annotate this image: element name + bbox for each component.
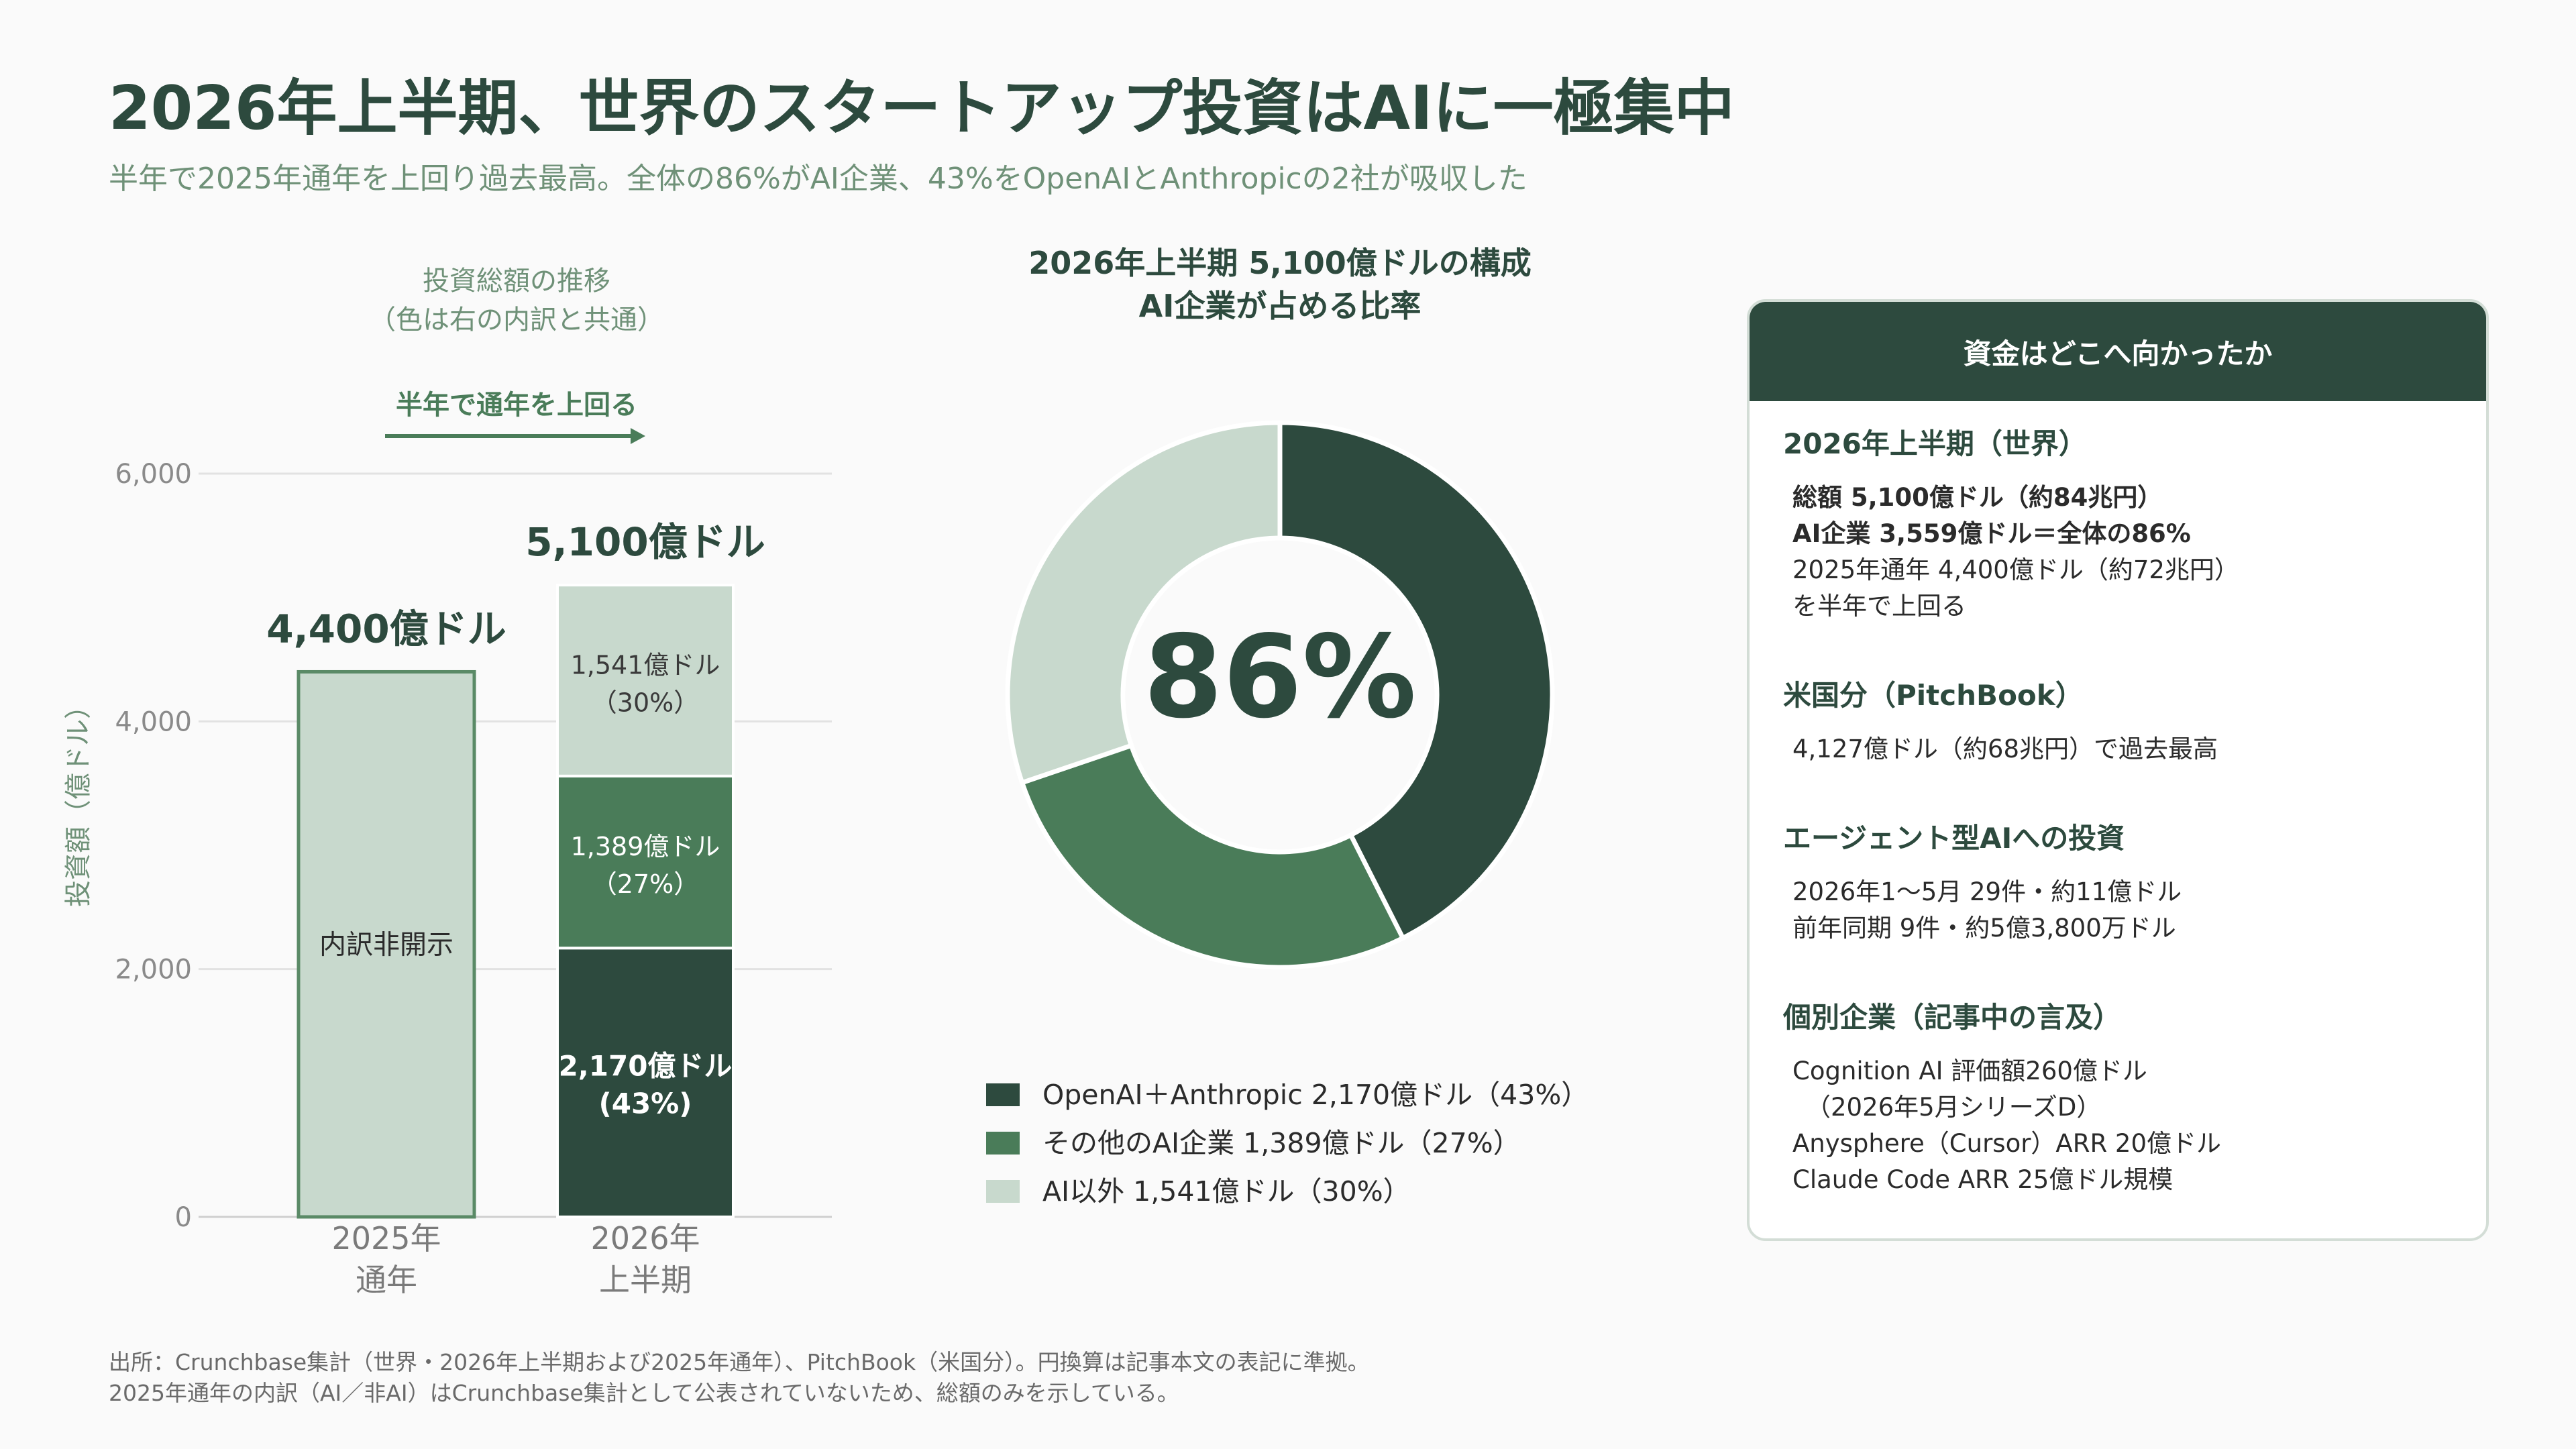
legend-swatch — [986, 1180, 1020, 1203]
panel-section-title: 個別企業（記事中の言及） — [1783, 1001, 2122, 1034]
bar-segment-label: 1,389億ドル — [571, 832, 720, 861]
y-axis-label: 投資額（億ドル） — [63, 692, 94, 907]
panel-header: 資金はどこへ向かったか — [1750, 302, 2486, 401]
panel-section-title: 米国分（PitchBook） — [1783, 679, 2084, 712]
y-tick-label: 4,000 — [115, 706, 192, 737]
bar-chart-arrow-label: 半年で通年を上回る — [396, 390, 637, 421]
bar-segment-label: 1,541億ドル — [571, 650, 720, 680]
arrow-icon — [385, 428, 645, 444]
bar-chart-title: 投資総額の推移 — [423, 266, 610, 297]
panel-line: 4,127億ドル（約68兆円）で過去最高 — [1792, 735, 2218, 763]
source-note: 出所：Crunchbase集計（世界・2026年上半期および2025年通年）、P… — [109, 1347, 1370, 1409]
bar-chart-subtitle: （色は右の内訳と共通） — [369, 305, 664, 335]
panel-line: を半年で上回る — [1792, 592, 1966, 621]
bar-total-label: 4,400億ドル — [266, 606, 506, 651]
donut-chart — [1005, 420, 1555, 970]
panel-line: Cognition AI 評価額260億ドル — [1792, 1057, 2147, 1085]
donut-slice — [1277, 420, 1555, 942]
donut-slice — [1019, 742, 1406, 970]
panel-section-title: エージェント型AIへの投資 — [1783, 822, 2125, 855]
bar-segment-label: 内訳非開示 — [319, 930, 453, 961]
bar-segment — [297, 669, 476, 1219]
x-tick-label: 通年 — [356, 1262, 417, 1298]
bar-segment-label: (43%) — [599, 1087, 692, 1120]
donut-slice — [1005, 420, 1283, 786]
legend-label: OpenAI＋Anthropic 2,170億ドル（43%） — [1042, 1079, 1589, 1111]
panel-line: 総額 5,100億ドル（約84兆円） — [1792, 483, 2163, 512]
legend-label: その他のAI企業 1,389億ドル（27%） — [1042, 1127, 1521, 1159]
bar-segment-label: 2,170億ドル — [559, 1050, 733, 1083]
panel-line: Anysphere（Cursor）ARR 20億ドル — [1792, 1129, 2221, 1158]
bar-segment — [556, 774, 735, 950]
panel-line: （2026年5月シリーズD） — [1806, 1093, 2102, 1122]
bar-segment-label: （30%） — [592, 688, 699, 717]
bar-total-label: 5,100億ドル — [525, 519, 765, 565]
legend-label: AI以外 1,541億ドル（30%） — [1042, 1175, 1411, 1208]
panel-line: Claude Code ARR 25億ドル規模 — [1792, 1165, 2174, 1194]
donut-legend: OpenAI＋Anthropic 2,170億ドル（43%） その他のAI企業 1… — [986, 1079, 1589, 1208]
y-tick-label: 0 — [175, 1202, 192, 1233]
info-panel: 資金はどこへ向かったか 2026年上半期（世界） 総額 5,100億ドル（約84… — [1747, 299, 2489, 1241]
panel-section-title: 2026年上半期（世界） — [1783, 427, 2087, 460]
page-title: 2026年上半期、世界のスタートアップ投資はAIに一極集中 — [109, 73, 1735, 144]
y-tick-label: 6,000 — [115, 459, 192, 490]
panel-section: 米国分（PitchBook） 4,127億ドル（約68兆円）で過去最高 — [1783, 673, 2453, 767]
bar-segment — [556, 584, 735, 777]
panel-line: 2025年通年 4,400億ドル（約72兆円） — [1792, 555, 2239, 584]
donut-title-line1: 2026年上半期 5,100億ドルの構成 — [1028, 245, 1532, 281]
panel-section: エージェント型AIへの投資 2026年1～5月 29件・約11億ドル 前年同期 … — [1783, 816, 2453, 947]
legend-swatch — [986, 1132, 1020, 1155]
source-line: 2025年通年の内訳（AI／非AI）はCrunchbase集計として公表されてい… — [109, 1380, 1179, 1406]
page-subtitle: 半年で2025年通年を上回り過去最高。全体の86%がAI企業、43%をOpenA… — [109, 162, 1527, 196]
x-tick-label: 上半期 — [599, 1262, 692, 1298]
panel-line: 2026年1～5月 29件・約11億ドル — [1792, 877, 2182, 906]
source-line: 出所：Crunchbase集計（世界・2026年上半期および2025年通年）、P… — [109, 1349, 1370, 1375]
panel-section: 2026年上半期（世界） 総額 5,100億ドル（約84兆円） AI企業 3,5… — [1783, 421, 2453, 625]
x-tick-label: 2026年 — [590, 1220, 700, 1256]
panel-line: AI企業 3,559億ドル＝全体の86% — [1792, 519, 2191, 548]
bar-marks: 内訳非開示 4,400億ドル 2025年通年 2,170億ドル (43%) 1,389億ド… — [266, 519, 765, 1298]
donut-center-label: 86% — [1144, 611, 1417, 744]
legend-swatch — [986, 1083, 1020, 1106]
x-tick-label: 2025年 — [331, 1220, 441, 1256]
panel-section: 個別企業（記事中の言及） Cognition AI 評価額260億ドル （202… — [1783, 995, 2453, 1198]
donut-title-line2: AI企業が占める比率 — [1139, 288, 1421, 324]
bar-segment-label: （27%） — [592, 869, 699, 899]
y-tick-label: 2,000 — [115, 955, 192, 985]
panel-line: 前年同期 9件・約5億3,800万ドル — [1792, 914, 2176, 943]
